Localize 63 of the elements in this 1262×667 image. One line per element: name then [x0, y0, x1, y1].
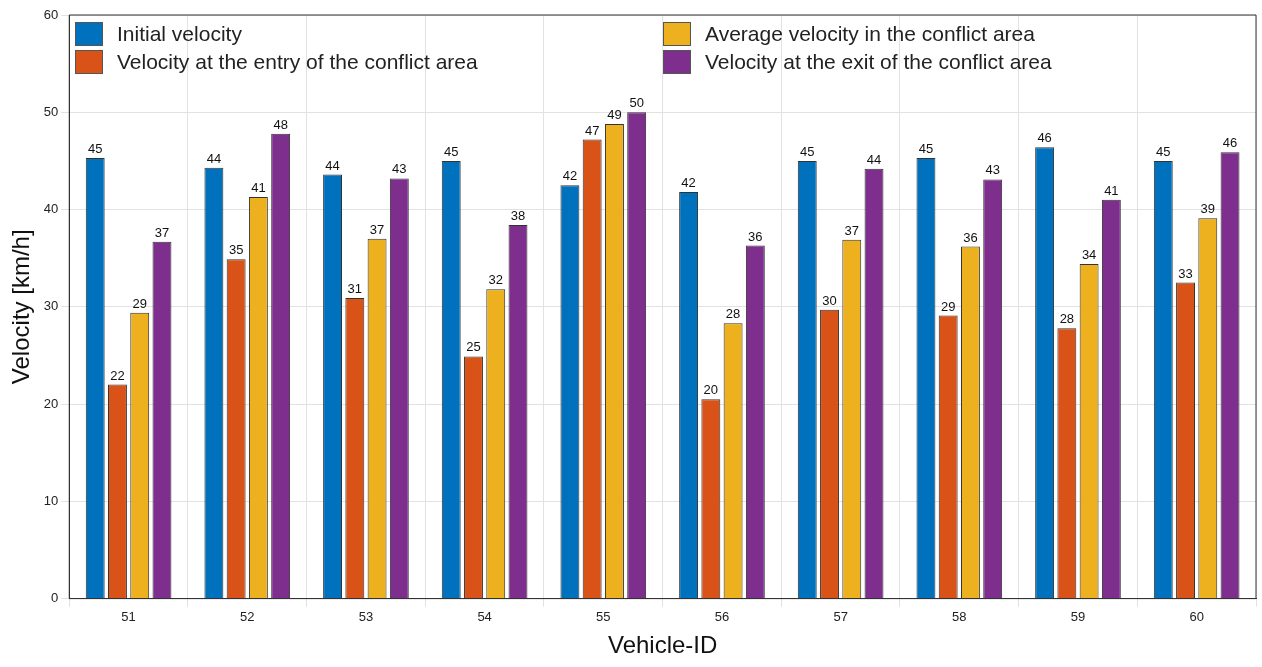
data-label: 28 [725, 306, 741, 322]
data-label: 43 [985, 162, 1000, 178]
y-tick-label: 60 [43, 6, 59, 22]
data-label: 41 [251, 179, 266, 195]
data-label: 29 [132, 295, 147, 311]
x-tick-label: 53 [358, 608, 374, 624]
data-label: 46 [1037, 130, 1052, 146]
data-label: 34 [1081, 247, 1097, 263]
legend-label: Velocity at the exit of the conflict area [705, 50, 1052, 74]
data-label: 46 [1222, 135, 1238, 151]
data-label: 47 [584, 122, 600, 138]
data-label: 29 [940, 298, 956, 314]
legend-label: Velocity at the entry of the conflict area [117, 50, 478, 74]
y-tick-label: 10 [43, 492, 59, 508]
data-label: 28 [1059, 311, 1075, 327]
data-label: 37 [844, 222, 859, 238]
data-label: 38 [510, 208, 526, 224]
data-label: 31 [347, 281, 363, 297]
data-label: 44 [866, 151, 882, 167]
y-tick-label: 40 [43, 201, 59, 217]
y-axis-title: Velocity [km/h] [7, 229, 35, 385]
data-label: 42 [681, 175, 696, 191]
legend-label: Initial velocity [117, 22, 242, 46]
data-label: 33 [1178, 265, 1193, 281]
x-axis-title: Vehicle-ID [607, 631, 718, 659]
data-label: 37 [154, 224, 170, 240]
x-tick-label: 58 [952, 608, 967, 624]
x-tick-label: 60 [1189, 608, 1204, 624]
data-label: 45 [444, 143, 459, 159]
data-label: 45 [87, 141, 103, 157]
data-label: 25 [466, 339, 481, 355]
x-tick-label: 54 [477, 608, 492, 624]
y-tick-label: 50 [43, 103, 59, 119]
data-label: 44 [325, 157, 340, 173]
x-tick-label: 52 [240, 608, 255, 624]
data-label: 36 [963, 229, 978, 245]
data-label: 39 [1200, 201, 1216, 217]
data-label: 45 [918, 141, 934, 157]
y-tick-label: 20 [43, 395, 59, 411]
x-tick-label: 59 [1070, 608, 1086, 624]
data-label: 35 [228, 242, 244, 258]
y-tick-label: 30 [43, 298, 59, 314]
x-tick-label: 55 [596, 608, 611, 624]
data-label: 20 [703, 382, 719, 398]
data-label: 36 [748, 228, 763, 244]
x-tick-label: 57 [833, 608, 848, 624]
data-label: 42 [562, 168, 578, 184]
legend-label: Average velocity in the conflict area [705, 22, 1035, 46]
data-label: 37 [369, 221, 385, 237]
data-label: 44 [206, 150, 222, 166]
data-label: 45 [800, 143, 815, 159]
data-label: 30 [822, 292, 837, 308]
data-label: 43 [392, 161, 407, 177]
y-tick-label: 0 [51, 590, 59, 606]
data-label: 48 [273, 116, 288, 132]
data-label: 49 [607, 107, 622, 123]
data-label: 45 [1156, 143, 1171, 159]
data-label: 22 [110, 367, 125, 383]
data-label: 50 [629, 95, 644, 111]
data-label: 32 [488, 272, 503, 288]
x-tick-label: 51 [121, 608, 136, 624]
x-tick-label: 56 [714, 608, 730, 624]
data-label: 41 [1104, 182, 1119, 198]
